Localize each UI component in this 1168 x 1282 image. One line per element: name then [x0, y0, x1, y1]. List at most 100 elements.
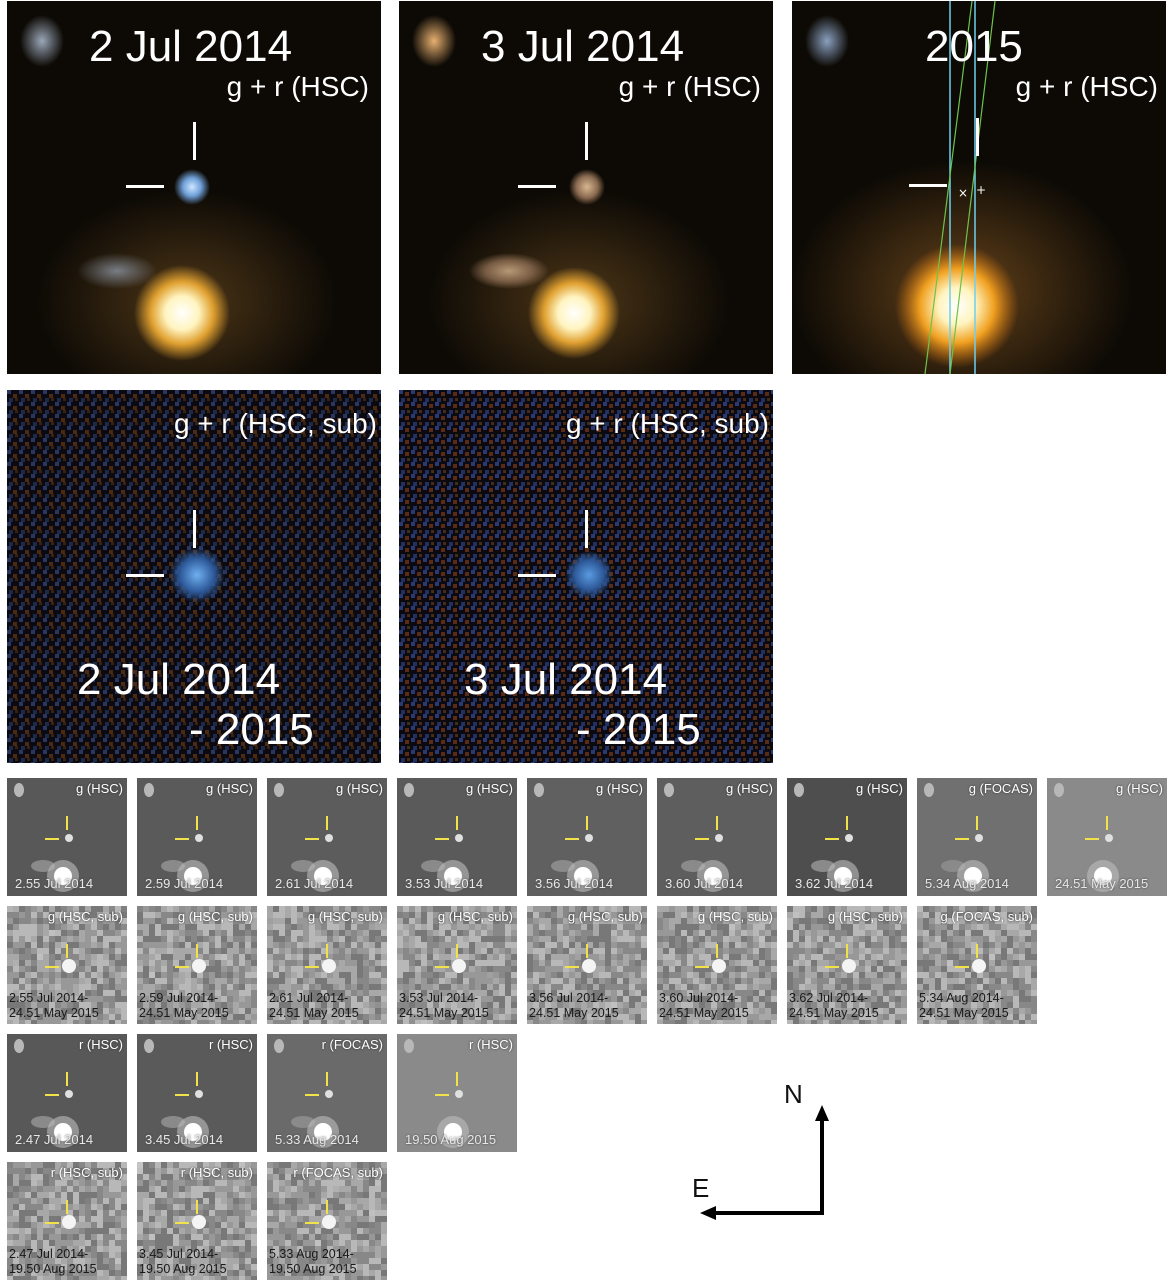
thumbnail-band: g (FOCAS, sub)	[940, 909, 1033, 924]
thumbnail-date-range: 3.62 Jul 2014- 24.51 May 2015	[789, 991, 879, 1020]
marker-vertical	[193, 510, 196, 548]
panel-band: g + r (HSC)	[226, 71, 369, 102]
thumbnail-date: 2.59 Jul 2014	[145, 876, 224, 891]
thumbnail-band: r (HSC, sub)	[50, 1165, 123, 1180]
marker-horizontal	[45, 1222, 59, 1224]
thumbnail-date-start: 2.47 Jul 2014-	[9, 1247, 89, 1262]
thumbnail: g (HSC) 2.55 Jul 2014	[7, 778, 127, 896]
thumbnail: r (FOCAS, sub) 5.33 Aug 2014- 19.50 Aug 20…	[267, 1162, 387, 1280]
thumbnail-date-start: 5.33 Aug 2014-	[269, 1247, 354, 1262]
thumbnail-image	[14, 783, 79, 892]
color-image	[399, 1, 773, 374]
thumbnail-band: g (HSC, sub)	[437, 909, 513, 924]
marker-vertical	[326, 944, 328, 958]
marker-vertical	[716, 816, 718, 830]
thumbnail-date-range: 3.60 Jul 2014- 24.51 May 2015	[659, 991, 749, 1020]
thumbnail-image	[7, 906, 127, 1024]
thumbnail-band: g (HSC)	[76, 781, 123, 796]
marker-vertical	[326, 1200, 328, 1214]
thumbnail-date-end: 24.51 May 2015	[659, 1005, 749, 1020]
thumbnail-date: 3.45 Jul 2014	[145, 1132, 224, 1147]
thumbnail-date-end: 24.51 May 2015	[139, 1005, 229, 1020]
thumbnail-date-start: 3.60 Jul 2014-	[659, 991, 739, 1006]
thumbnail-image	[274, 1039, 339, 1148]
thumbnail-date: 2.61 Jul 2014	[275, 876, 354, 891]
thumbnail-image	[267, 1162, 387, 1280]
thumbnail-band: g (FOCAS)	[968, 781, 1033, 796]
thumbnail-date-range: 2.55 Jul 2014- 24.51 May 2015	[9, 991, 99, 1020]
marker-horizontal	[695, 966, 709, 968]
marker-vertical	[1106, 816, 1108, 830]
marker-horizontal	[518, 574, 556, 577]
compass-arrows	[700, 1105, 829, 1220]
panel-date-line2: - 2015	[576, 705, 701, 754]
thumbnail-image	[137, 906, 257, 1024]
marker-vertical	[585, 122, 588, 160]
thumbnail-date-end: 24.51 May 2015	[529, 1005, 619, 1020]
thumbnail-date: 5.34 Aug 2014	[925, 876, 1009, 891]
panel-date: 2015	[925, 22, 1023, 71]
thumbnail-band: g (HSC, sub)	[47, 909, 123, 924]
thumbnail-date: 19.50 Aug 2015	[405, 1132, 497, 1147]
thumbnail-band: g (HSC, sub)	[697, 909, 773, 924]
thumbnail: g (HSC) 3.56 Jul 2014	[527, 778, 647, 896]
thumbnail-image	[794, 783, 859, 892]
marker-horizontal	[45, 1094, 59, 1096]
thumbnail-image	[397, 906, 517, 1024]
marker-horizontal	[825, 838, 839, 840]
panel-band: g + r (HSC)	[618, 71, 761, 102]
panel-2jul2014-sub: g + r (HSC, sub) 2 Jul 2014 - 2015	[7, 390, 381, 763]
marker-horizontal	[305, 1222, 319, 1224]
thumbnail-image	[404, 1039, 469, 1148]
thumbnail-date-start: 3.53 Jul 2014-	[399, 991, 479, 1006]
thumbnail-date-range: 3.45 Jul 2014- 19.50 Aug 2015	[139, 1247, 227, 1276]
thumbnail: g (HSC, sub) 3.56 Jul 2014- 24.51 May 2015	[527, 906, 647, 1024]
thumbnail-date: 24.51 May 2015	[1055, 876, 1149, 891]
marker-vertical	[66, 816, 68, 830]
thumbnail-image	[787, 906, 907, 1024]
marker-vertical	[66, 1072, 68, 1086]
thumbnail-image	[527, 906, 647, 1024]
thumbnail-date-start: 3.45 Jul 2014-	[139, 1247, 219, 1262]
marker-horizontal	[305, 966, 319, 968]
thumbnail-date-start: 3.56 Jul 2014-	[529, 991, 609, 1006]
thumbnail: g (HSC, sub) 3.62 Jul 2014- 24.51 May 2015	[787, 906, 907, 1024]
thumbnail-band: g (HSC)	[206, 781, 253, 796]
marker-horizontal	[565, 966, 579, 968]
marker-horizontal	[435, 1094, 449, 1096]
thumbnail-date: 3.56 Jul 2014	[535, 876, 614, 891]
marker-horizontal	[126, 574, 164, 577]
thumbnail-date-range: 2.47 Jul 2014- 19.50 Aug 2015	[9, 1247, 97, 1276]
thumbnail-image	[7, 1162, 127, 1280]
thumbnail-date-range: 2.61 Jul 2014- 24.51 May 2015	[269, 991, 359, 1020]
panel-band: g + r (HSC, sub)	[173, 408, 377, 439]
marker-vertical	[456, 816, 458, 830]
marker-horizontal	[518, 185, 556, 188]
thumbnail-image	[534, 783, 599, 892]
thumbnail-band: g (HSC)	[336, 781, 383, 796]
marker-horizontal	[126, 185, 164, 188]
thumbnail: g (HSC) 3.53 Jul 2014	[397, 778, 517, 896]
thumbnail-date-end: 19.50 Aug 2015	[9, 1261, 97, 1276]
thumbnail-date-end: 24.51 May 2015	[789, 1005, 879, 1020]
thumbnail-band: r (HSC)	[78, 1037, 123, 1052]
marker-vertical	[326, 816, 328, 830]
marker-horizontal	[435, 838, 449, 840]
marker-vertical	[846, 816, 848, 830]
compass-east-label: E	[692, 1173, 710, 1203]
thumbnail-date-range: 5.33 Aug 2014- 19.50 Aug 2015	[269, 1247, 357, 1276]
marker-horizontal	[955, 838, 969, 840]
thumbnail-date: 3.60 Jul 2014	[665, 876, 744, 891]
thumbnail: g (FOCAS) 5.34 Aug 2014	[917, 778, 1037, 896]
panel-3jul2014-sub: g + r (HSC, sub) 3 Jul 2014 - 2015	[399, 390, 773, 763]
thumbnail-image	[664, 783, 729, 892]
thumbnail-band: r (FOCAS)	[321, 1037, 383, 1052]
thumbnail-date-range: 3.56 Jul 2014- 24.51 May 2015	[529, 991, 619, 1020]
thumbnail: r (HSC) 3.45 Jul 2014	[137, 1034, 257, 1152]
thumbnail-band: g (HSC, sub)	[827, 909, 903, 924]
panel-3jul2014-color: 3 Jul 2014 g + r (HSC)	[399, 1, 773, 374]
marker-horizontal	[175, 966, 189, 968]
panel-date-line1: 3 Jul 2014	[464, 655, 668, 704]
thumbnail-image	[274, 783, 339, 892]
thumbnail-date: 2.55 Jul 2014	[15, 876, 94, 891]
